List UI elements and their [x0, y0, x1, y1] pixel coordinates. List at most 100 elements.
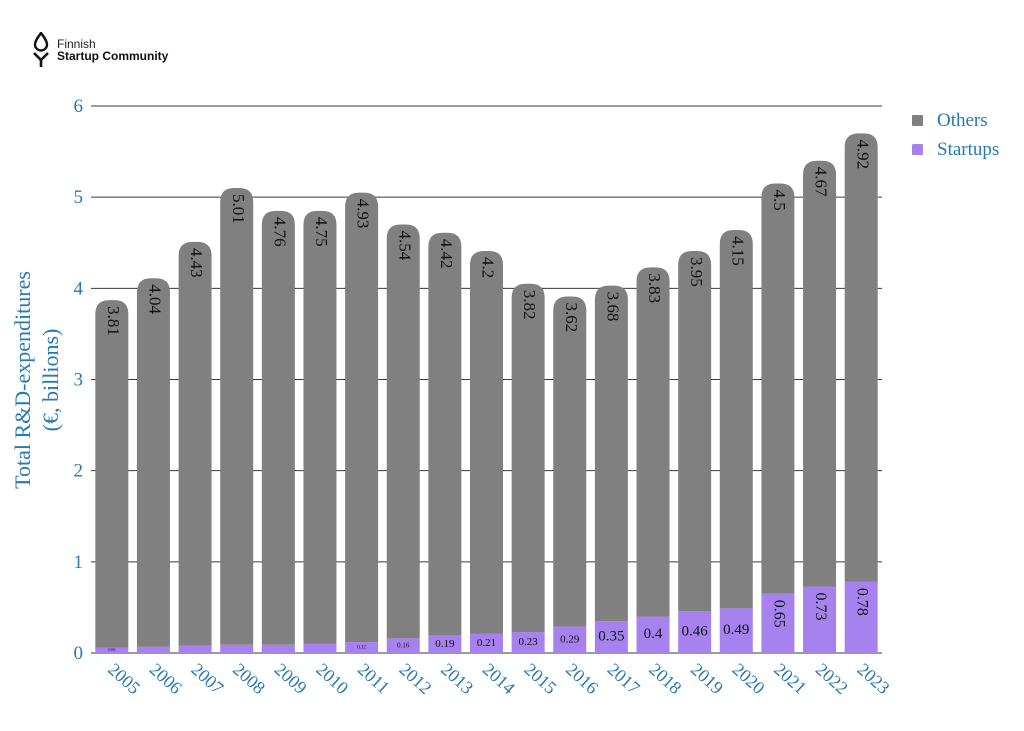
bar-startups[interactable]	[553, 626, 587, 653]
data-label-startups: 0.46	[682, 623, 709, 639]
data-label-startups: 0.65	[770, 600, 787, 628]
bar-others[interactable]	[303, 210, 337, 644]
x-tick-label: 2017	[604, 659, 644, 698]
x-tick-label: 2006	[146, 659, 186, 698]
bar-startups[interactable]	[178, 645, 212, 653]
bar-startups[interactable]	[844, 581, 878, 653]
bar-others[interactable]	[470, 250, 503, 634]
bar-others[interactable]	[844, 133, 878, 582]
chart-legend: Others Startups	[912, 106, 999, 164]
legend-label-startups: Startups	[937, 138, 1000, 160]
data-label-startups: 0.29	[560, 633, 580, 645]
x-tick-label: 2019	[687, 659, 727, 698]
legend-swatch-startups	[912, 144, 923, 155]
data-label-startups: 0.21	[477, 637, 496, 649]
y-tick-label: 5	[74, 187, 84, 208]
bar-others[interactable]	[428, 232, 462, 636]
bar-startups[interactable]	[386, 638, 420, 653]
y-tick-label: 3	[74, 370, 84, 391]
x-tick-label: 2021	[770, 659, 810, 698]
data-label-others: 4.92	[853, 139, 872, 169]
data-label-others: 3.68	[603, 292, 622, 322]
bar-startups[interactable]	[594, 621, 628, 653]
data-label-startups: 0.23	[519, 636, 539, 648]
brand-logo: Finnish Startup Community	[33, 30, 168, 70]
bar-startups[interactable]	[303, 643, 337, 653]
bar-others[interactable]	[178, 241, 212, 646]
bar-startups[interactable]	[261, 644, 295, 653]
bar-others[interactable]	[594, 285, 628, 622]
bar-others[interactable]	[386, 224, 420, 639]
bar-startups[interactable]	[428, 635, 462, 653]
data-label-startups: 0.78	[854, 588, 871, 616]
legend-item-startups[interactable]: Startups	[912, 135, 999, 164]
data-label-others: 3.82	[520, 290, 539, 320]
y-tick-label: 4	[74, 278, 84, 299]
data-label-others: 4.76	[270, 217, 289, 247]
bar-startups[interactable]	[95, 647, 129, 653]
bar-startups[interactable]	[220, 644, 254, 653]
x-tick-label: 2015	[520, 659, 560, 698]
bar-others[interactable]	[220, 188, 254, 645]
bar-others[interactable]	[761, 183, 795, 594]
y-axis-title: Total R&D-expenditures (€, billions)	[10, 271, 63, 489]
bar-others[interactable]	[511, 283, 545, 633]
y-tick-label: 0	[74, 643, 84, 664]
x-tick-label: 2008	[229, 659, 269, 698]
bar-startups[interactable]	[761, 593, 795, 653]
y-tick-label: 1	[74, 552, 84, 573]
data-label-others: 4.75	[312, 217, 331, 247]
data-label-others: 3.62	[562, 303, 581, 333]
bar-others[interactable]	[636, 267, 670, 617]
brand-line-2: Startup Community	[57, 49, 169, 63]
data-label-others: 3.95	[687, 257, 706, 287]
data-label-others: 4.67	[812, 167, 831, 197]
data-label-others: 4.42	[437, 239, 456, 269]
data-label-startups: 0.06	[108, 647, 115, 652]
y-axis-title-line: (€, billions)	[38, 329, 63, 432]
bar-others[interactable]	[261, 210, 295, 645]
bar-startups[interactable]	[345, 642, 379, 653]
x-tick-label: 2007	[187, 659, 227, 698]
x-tick-label: 2005	[104, 659, 144, 698]
x-tick-label: 2012	[396, 659, 436, 698]
data-label-others: 3.81	[104, 306, 123, 336]
x-tick-label: 2009	[271, 659, 311, 698]
bar-startups[interactable]	[136, 646, 170, 653]
bar-others[interactable]	[678, 250, 712, 612]
bar-startups[interactable]	[470, 633, 503, 653]
bar-others[interactable]	[345, 192, 379, 643]
bar-startups[interactable]	[719, 608, 753, 653]
data-label-others: 4.93	[354, 199, 373, 229]
bar-others[interactable]	[719, 229, 753, 609]
legend-item-others[interactable]: Others	[912, 106, 999, 135]
data-label-startups: 0.12	[357, 646, 366, 651]
data-label-others: 4.2	[479, 257, 498, 278]
x-tick-label: 2018	[645, 659, 685, 698]
data-label-startups: 0.16	[397, 641, 410, 649]
data-label-startups: 0.49	[723, 622, 749, 638]
bar-startups[interactable]	[511, 632, 545, 653]
bar-startups[interactable]	[803, 586, 837, 653]
legend-label-others: Others	[937, 109, 988, 131]
data-label-others: 4.5	[770, 189, 789, 210]
data-label-startups: 0.19	[435, 638, 455, 650]
bar-others[interactable]	[553, 296, 587, 627]
bar-others[interactable]	[803, 160, 837, 587]
data-label-startups: 0.35	[598, 628, 624, 644]
bar-others[interactable]	[136, 278, 170, 647]
bar-startups[interactable]	[636, 616, 670, 653]
x-tick-label: 2023	[854, 659, 894, 698]
data-label-others: 3.83	[645, 273, 664, 303]
data-label-others: 4.04	[146, 284, 165, 314]
bar-startups[interactable]	[678, 611, 712, 653]
x-tick-label: 2022	[812, 659, 852, 698]
seed-sprout-icon	[33, 32, 49, 67]
y-tick-label: 2	[74, 461, 84, 482]
data-label-others: 4.15	[728, 236, 747, 266]
brand-line-1: Finnish	[57, 37, 96, 51]
bar-others[interactable]	[95, 300, 129, 648]
data-label-others: 4.43	[187, 248, 206, 278]
data-label-startups: 0.73	[812, 592, 829, 620]
